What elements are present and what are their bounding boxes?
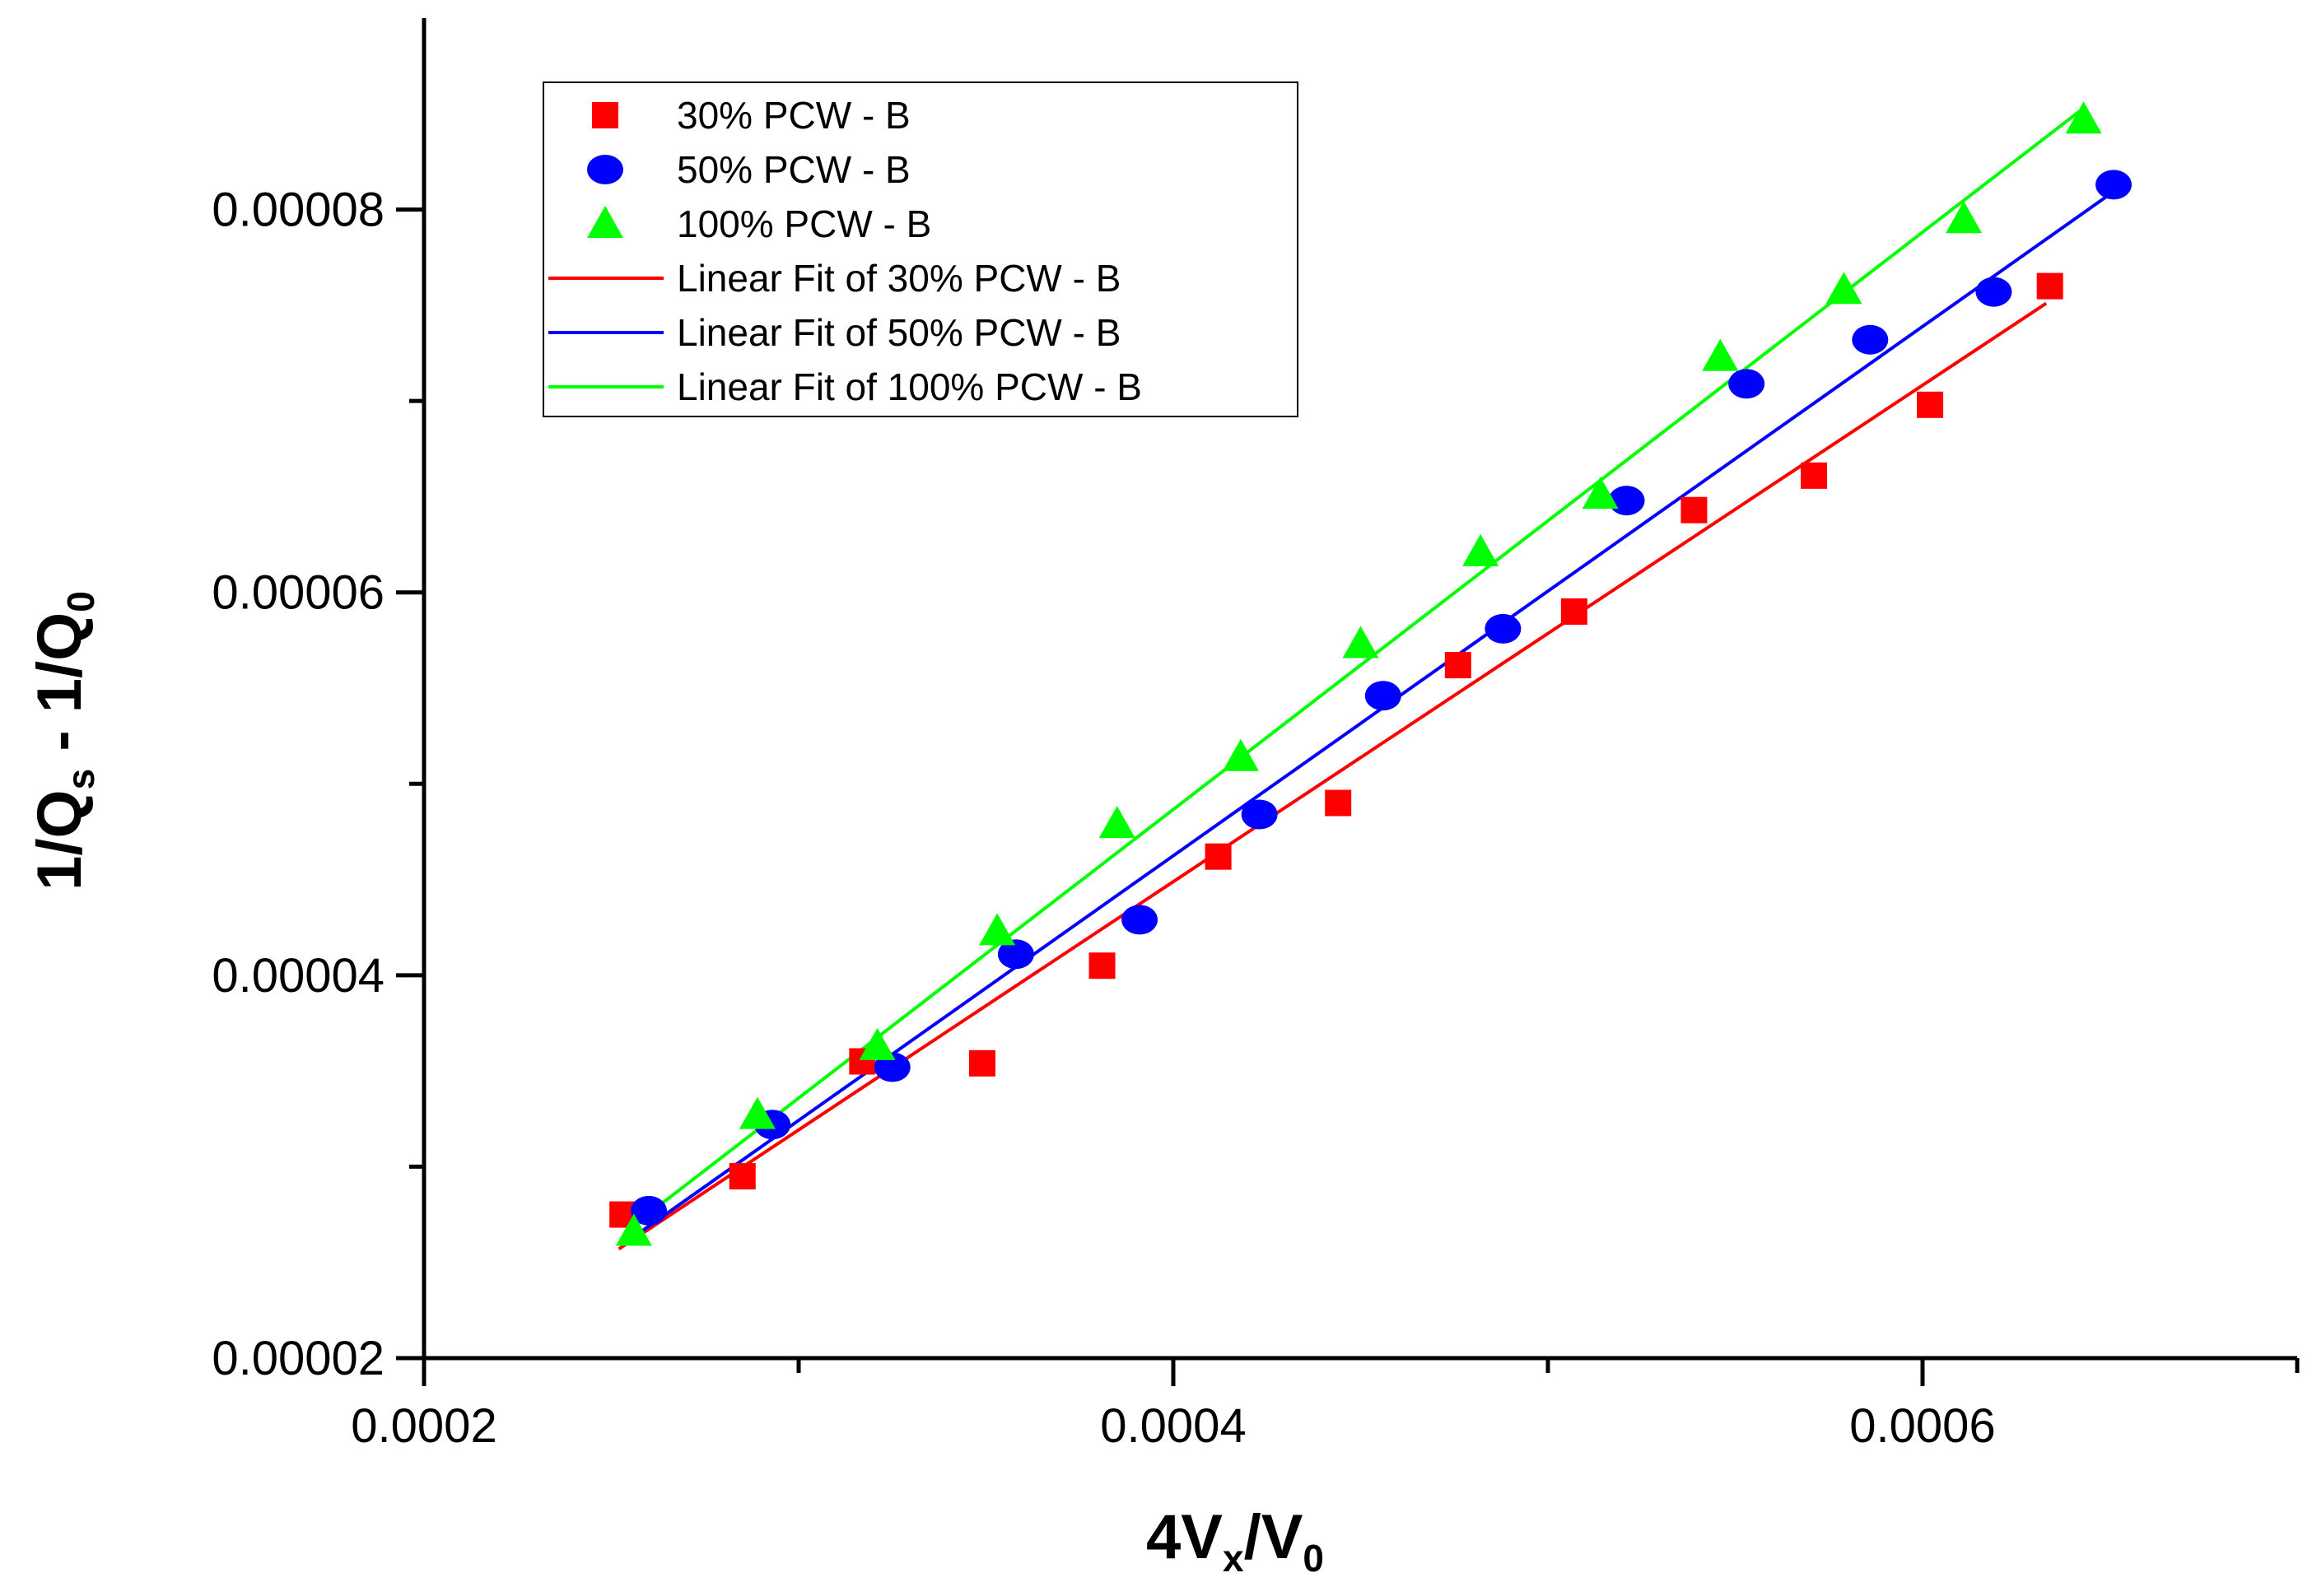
legend-label: Linear Fit of 30% PCW - B [677, 257, 1121, 300]
data-point-triangle [1462, 533, 1499, 566]
data-point-square [2036, 272, 2063, 300]
data-point-triangle [2065, 101, 2102, 134]
data-point-circle [1852, 324, 1889, 355]
data-point-square [1917, 391, 1944, 418]
y-tick-label: 0.00008 [212, 184, 385, 237]
fit-line [618, 301, 2048, 1251]
legend-label: Linear Fit of 100% PCW - B [677, 365, 1142, 408]
data-point-triangle [615, 1213, 652, 1246]
data-point-circle [1975, 277, 2012, 307]
data-point-triangle [1946, 201, 1983, 234]
data-point-square [1088, 952, 1116, 979]
data-point-triangle [979, 913, 1016, 946]
data-point-circle [1241, 799, 1278, 830]
data-point-triangle [1222, 738, 1259, 771]
data-point-triangle [1702, 338, 1739, 371]
data-point-triangle [1098, 806, 1135, 839]
data-point-triangle [1582, 477, 1619, 510]
data-point-circle [631, 1195, 667, 1226]
y-axis-title: 1/Qs - 1/Q0 [25, 591, 102, 891]
legend-label: 100% PCW - B [677, 202, 931, 245]
x-tick-label: 0.0004 [1100, 1399, 1246, 1453]
x-tick-label: 0.0002 [351, 1399, 496, 1453]
legend-label: Linear Fit of 50% PCW - B [677, 311, 1121, 354]
data-point-square [968, 1049, 995, 1077]
legend-label: 30% PCW - B [677, 94, 911, 137]
data-point-circle [997, 939, 1034, 970]
axes: 0.0002 0.0004 0.0006 0.00002 0.00004 0.00006 0… [212, 18, 2300, 1453]
data-point-triangle [739, 1096, 776, 1129]
data-point-square [1325, 789, 1352, 817]
data-point-square [1680, 496, 1708, 523]
x-axis-title: 4Vx/V0 [1146, 1502, 1324, 1580]
x-tick-label: 0.0006 [1849, 1399, 1995, 1453]
data-point-square [1205, 843, 1232, 870]
data-point-square [1801, 462, 1828, 489]
legend-label: 50% PCW - B [677, 148, 911, 191]
legend-box [543, 81, 1298, 417]
data-point-circle [1728, 369, 1765, 399]
data-point-circle [1364, 681, 1401, 711]
y-tick-label: 0.00004 [212, 949, 385, 1003]
legend-marker-square [592, 102, 618, 128]
legend: 30% PCW - B 50% PCW - B 100% PCW - B Linear… [543, 81, 1298, 417]
data-point-circle [1121, 905, 1158, 935]
data-point-triangle [859, 1027, 896, 1060]
legend-marker-triangle [587, 206, 623, 238]
data-point-triangle [1342, 626, 1379, 658]
legend-marker-circle [587, 155, 623, 184]
data-markers [609, 101, 2133, 1246]
data-point-square [1560, 598, 1587, 625]
data-point-square [1444, 652, 1471, 679]
y-tick-label: 0.00002 [212, 1332, 385, 1385]
data-point-circle [1485, 613, 1522, 644]
data-point-circle [2095, 170, 2133, 200]
y-tick-label: 0.00006 [212, 566, 385, 620]
data-point-triangle [1825, 272, 1862, 305]
data-point-square [729, 1163, 756, 1190]
data-point-circle [1608, 486, 1645, 516]
